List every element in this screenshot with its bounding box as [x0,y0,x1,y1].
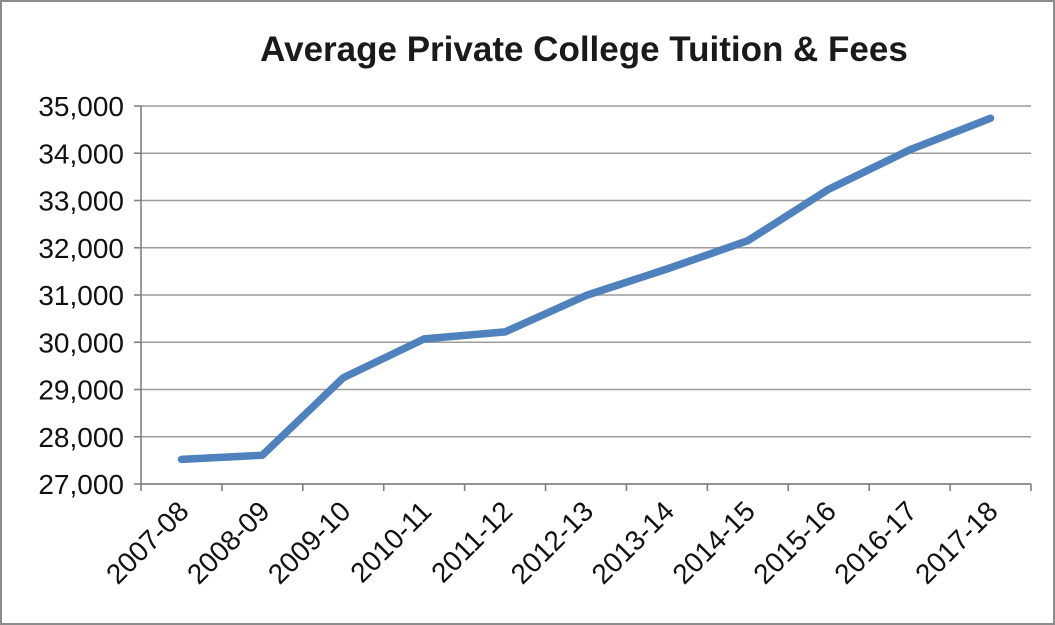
y-axis-label: 27,000 [38,469,124,500]
x-axis-label: 2012-13 [505,495,600,590]
x-axis-label: 2014-15 [666,495,761,590]
x-axis-label: 2010-11 [344,495,437,588]
y-axis-label: 34,000 [38,138,124,169]
x-axis-label: 2015-16 [747,495,842,590]
x-axis-label: 2017-18 [909,495,1004,590]
y-axis-label: 30,000 [38,327,124,358]
y-axis-label: 28,000 [38,422,124,453]
y-axis-label: 32,000 [38,233,124,264]
y-axis-label: 33,000 [38,186,124,217]
x-axis-label: 2007-08 [100,495,195,590]
x-axis-label: 2009-10 [262,495,357,590]
x-axis-label: 2011-12 [425,495,518,588]
y-axis-label: 29,000 [38,375,124,406]
x-axis-label: 2013-14 [586,495,681,590]
series-group [177,114,995,464]
ticks-group [134,105,1032,491]
chart-title: Average Private College Tuition & Fees [260,30,908,69]
y-axis-label: 31,000 [38,280,124,311]
x-axis-label: 2016-17 [828,495,923,590]
labels-group: 27,000 28,000 29,000 30,000 31,000 32,000 33,0… [38,91,1003,590]
y-axis-label: 35,000 [38,91,124,122]
x-axis-label: 2008-09 [181,495,276,590]
tuition-line [177,114,995,464]
